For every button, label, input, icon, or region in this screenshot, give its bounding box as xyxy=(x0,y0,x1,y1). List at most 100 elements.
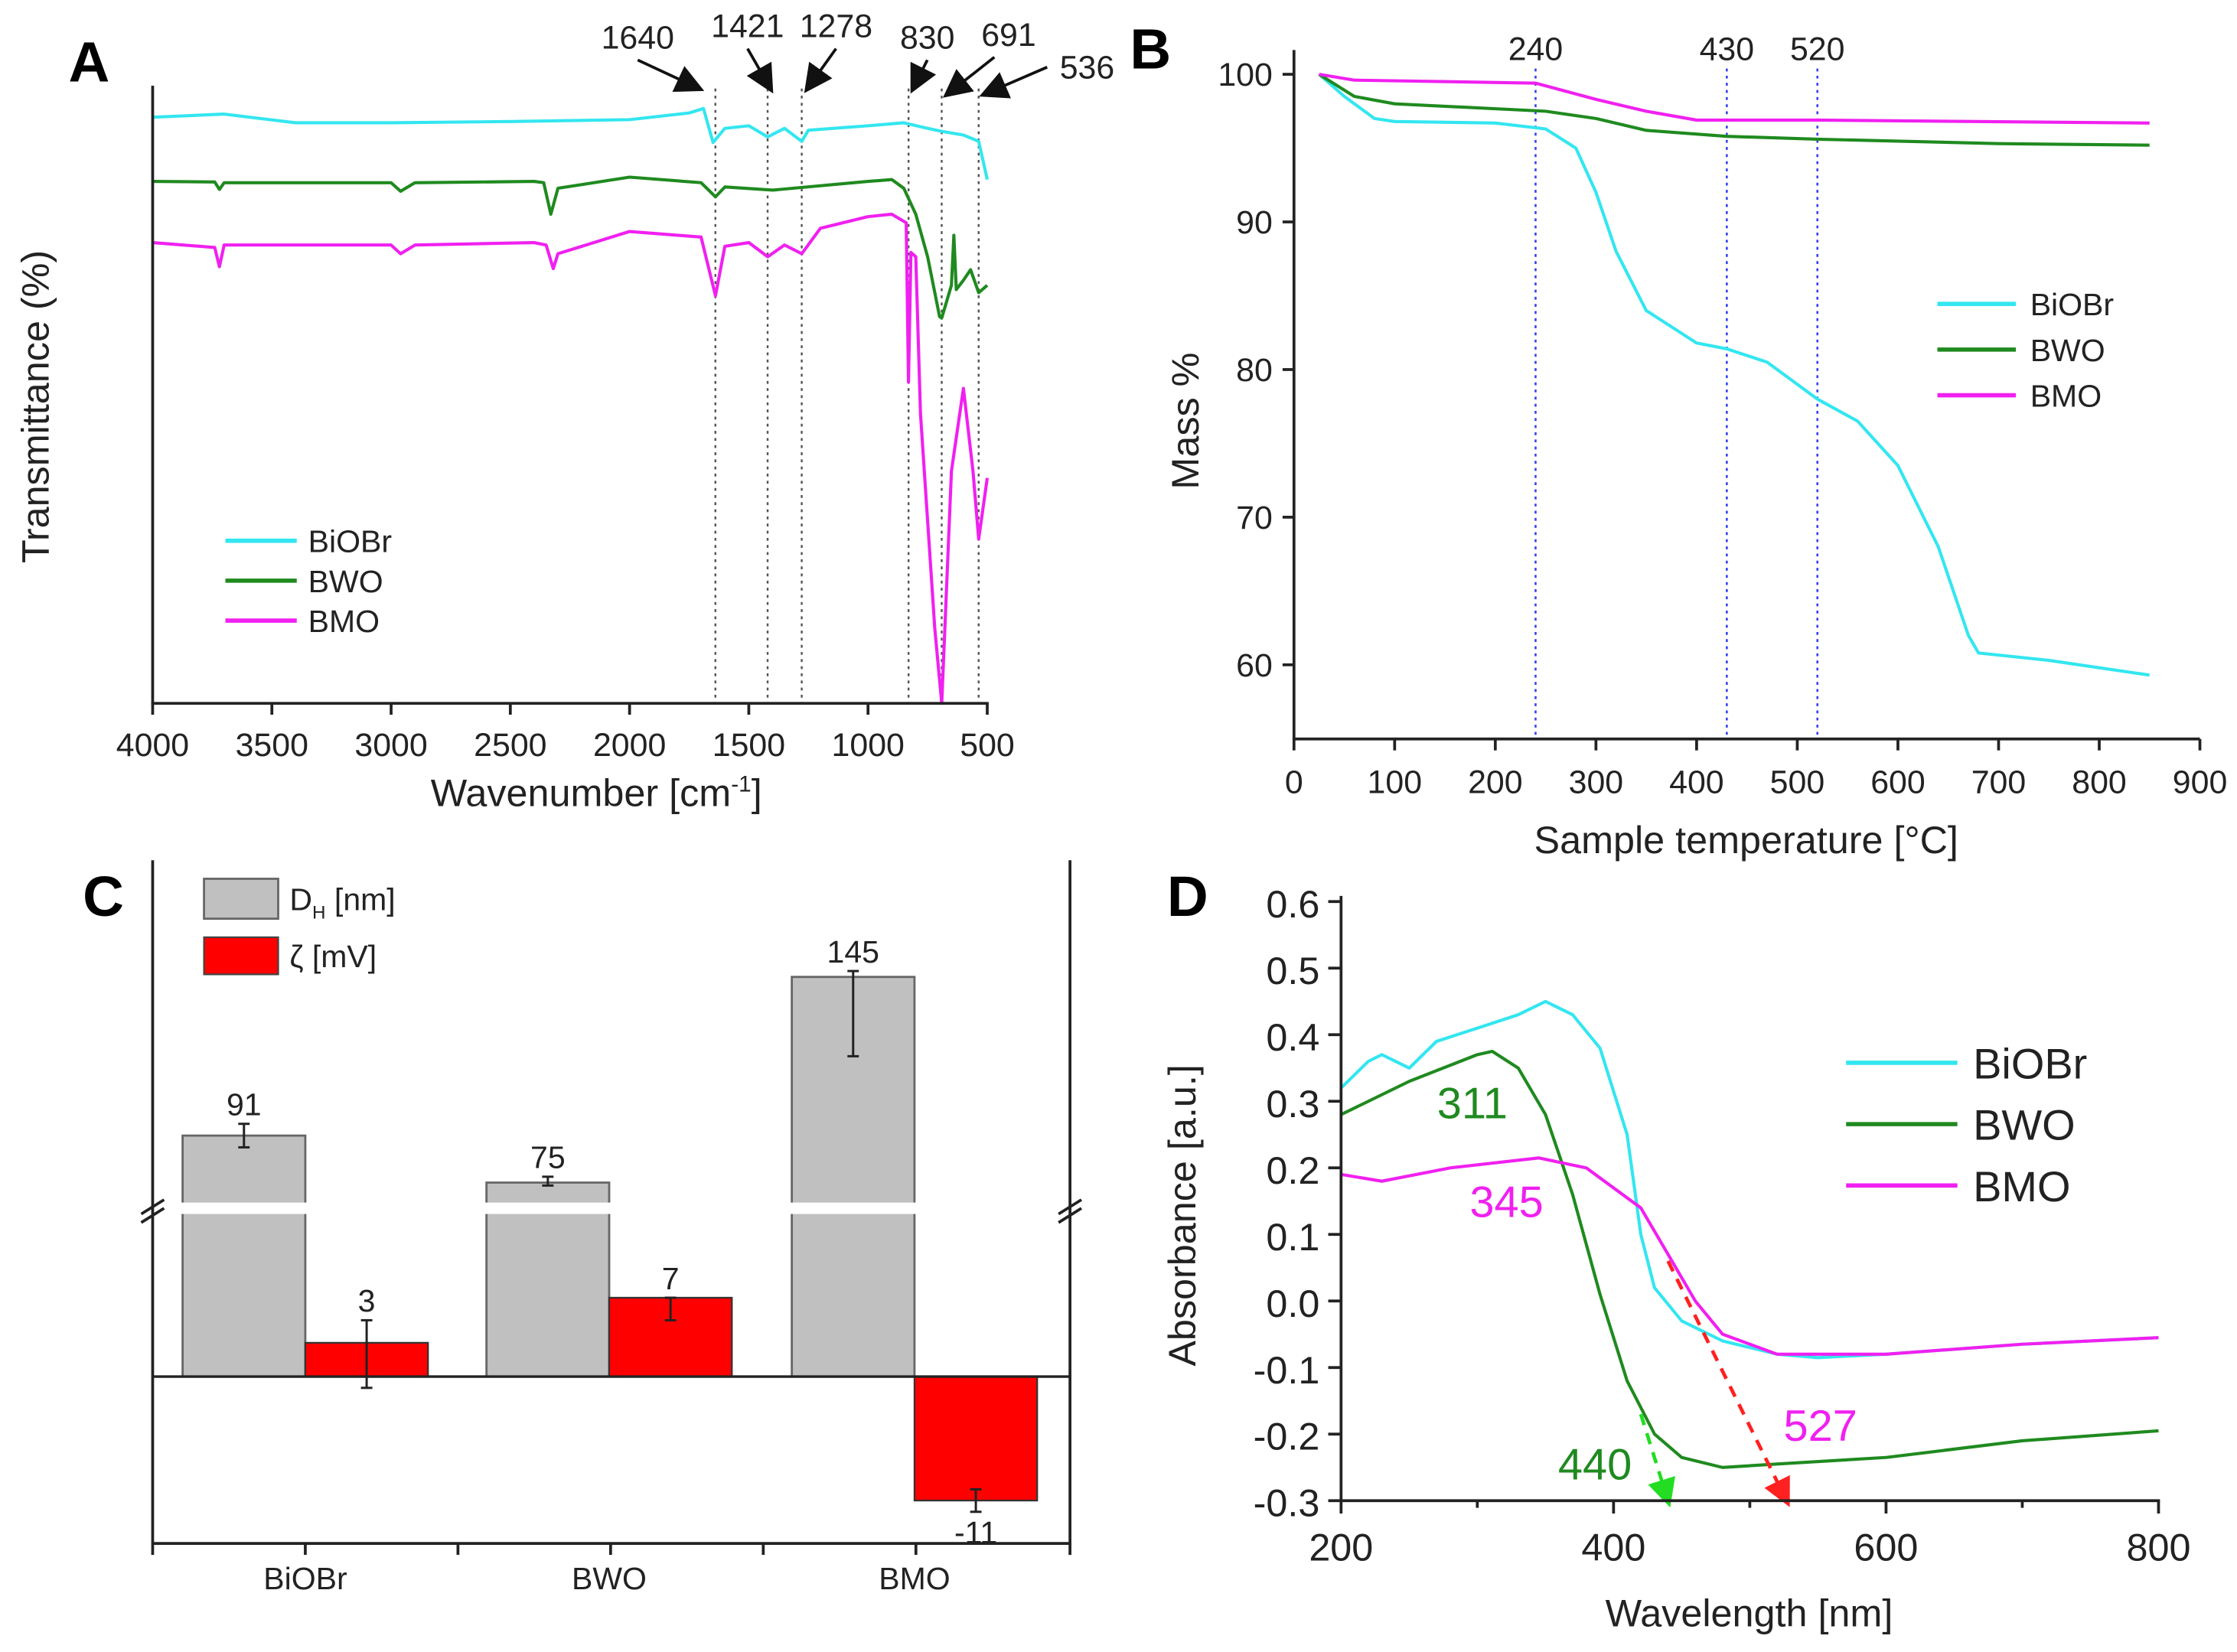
peak-arrow xyxy=(804,47,837,93)
x-tick-label: 600 xyxy=(1854,1526,1918,1569)
x-tick-label: BiOBr xyxy=(263,1561,347,1596)
value-label: 91 xyxy=(227,1087,262,1123)
peak-label: 536 xyxy=(1060,50,1115,86)
bar-zeta-bmo xyxy=(913,1375,1039,1502)
x-tick-label: 800 xyxy=(2126,1526,2190,1569)
panel-a-ftir: A 4000 3500 3000 2500 2000 1500 1000 500 Wavenumb… xyxy=(13,8,1114,815)
x-axis-label: Wavenumber [cm-1] xyxy=(431,771,762,814)
peak-arrow xyxy=(637,58,705,93)
x-tick-label: 3000 xyxy=(354,727,427,764)
axis-break-gap xyxy=(179,1202,308,1214)
annotation-label: 527 xyxy=(1783,1402,1857,1451)
tangent-line xyxy=(1639,1413,1675,1508)
peak-arrow xyxy=(942,56,996,98)
peak-label: 1640 xyxy=(602,20,674,57)
panel-label: C xyxy=(83,865,124,928)
y-axis-label: Mass % xyxy=(1163,353,1207,490)
legend-label: BiOBr xyxy=(308,524,392,559)
y-tick-label: 0.1 xyxy=(1266,1215,1319,1259)
x-tick-label: 100 xyxy=(1368,764,1423,801)
x-tick-label: BMO xyxy=(879,1561,950,1596)
y-tick-label: 90 xyxy=(1236,204,1273,241)
peak-label: 1421 xyxy=(711,8,784,45)
legend-label: BMO xyxy=(2030,378,2102,413)
y-tick-label: 0.0 xyxy=(1266,1282,1319,1325)
series-biobr xyxy=(1339,999,2159,1360)
y-tick-label: 70 xyxy=(1236,500,1273,536)
x-label-text: Wavenumber [cm xyxy=(431,771,731,814)
y-axis-label: Transmittance (%) xyxy=(13,250,57,563)
y-tick-label: 0.6 xyxy=(1266,882,1319,926)
bar-dh-bwo xyxy=(485,1181,611,1378)
series-bwo xyxy=(152,175,989,320)
value-label: 145 xyxy=(827,934,879,969)
x-tick-label: 0 xyxy=(1285,764,1303,801)
x-axis-label: Sample temperature [°C] xyxy=(1534,818,1958,862)
y-tick-label: -0.3 xyxy=(1254,1481,1320,1525)
legend-label: BWO xyxy=(1973,1101,2076,1149)
x-tick-label: 2000 xyxy=(593,727,666,764)
tangent-line xyxy=(1666,1260,1790,1507)
x-tick-label: 400 xyxy=(1581,1526,1645,1569)
value-label: 75 xyxy=(530,1140,566,1175)
y-tick-label: 60 xyxy=(1236,647,1273,684)
x-tick-label: 200 xyxy=(1468,764,1523,801)
x-tick-label: 200 xyxy=(1309,1526,1373,1569)
legend-label: BiOBr xyxy=(2030,287,2114,322)
bar-dh-biobr xyxy=(181,1134,307,1378)
marker-label: 520 xyxy=(1790,31,1845,67)
legend-label: BiOBr xyxy=(1973,1039,2087,1087)
series-bmo xyxy=(1319,73,2150,125)
peak-arrow xyxy=(979,66,1048,99)
y-axis-label: Absorbance [a.u.] xyxy=(1160,1064,1204,1367)
x-tick-label: 300 xyxy=(1569,764,1624,801)
x-tick-label: 800 xyxy=(2072,764,2127,801)
y-tick-label: -0.2 xyxy=(1254,1415,1320,1458)
annotation-label: 440 xyxy=(1558,1440,1632,1489)
marker-label: 430 xyxy=(1700,31,1755,67)
y-tick-label: -0.1 xyxy=(1254,1348,1320,1392)
legend-text-name_end: [nm] xyxy=(326,881,396,917)
axis-break-mark xyxy=(140,1198,165,1224)
legend-label: BWO xyxy=(2030,333,2105,368)
x-tick-label: 900 xyxy=(2173,764,2228,801)
series-biobr xyxy=(1318,73,2151,677)
x-tick-label: 3500 xyxy=(236,727,308,764)
x-tick-label: 500 xyxy=(960,727,1015,764)
x-axis-label: Wavelength [nm] xyxy=(1606,1591,1893,1634)
x-tick-label: 600 xyxy=(1870,764,1926,801)
annotation-label: 311 xyxy=(1437,1080,1508,1129)
legend-label: DH [nm] xyxy=(289,881,395,923)
y-tick-label: 0.3 xyxy=(1266,1082,1319,1126)
legend-text-name: D xyxy=(289,881,312,917)
legend-label: BWO xyxy=(308,564,383,599)
peak-label: 691 xyxy=(981,17,1036,54)
legend-label: ζ [mV] xyxy=(289,939,377,974)
legend-label: BMO xyxy=(308,604,380,639)
series-bwo xyxy=(1340,1049,2159,1469)
y-tick-label: 0.4 xyxy=(1266,1015,1319,1059)
x-tick-label: 700 xyxy=(1971,764,2027,801)
y-tick-label: 80 xyxy=(1236,352,1273,389)
peak-label: 830 xyxy=(900,20,955,57)
panel-label: A xyxy=(68,30,109,93)
x-tick-label: 4000 xyxy=(116,727,189,764)
x-label-sup: -1 xyxy=(731,772,752,797)
legend-label: BMO xyxy=(1973,1162,2070,1210)
series-bmo xyxy=(1340,1156,2159,1356)
peak-label: 1278 xyxy=(800,8,872,45)
series-bwo xyxy=(1318,73,2150,147)
legend-swatch xyxy=(203,878,279,920)
value-label: 3 xyxy=(358,1283,376,1318)
peak-arrow xyxy=(746,47,774,94)
x-tick-label: 1000 xyxy=(832,727,905,764)
axis-break-gap xyxy=(788,1202,918,1214)
y-tick-label: 0.2 xyxy=(1266,1149,1319,1192)
y-tick-label: 100 xyxy=(1218,57,1273,93)
x-tick-label: 400 xyxy=(1669,764,1724,801)
x-label-end: ] xyxy=(752,771,762,814)
legend-swatch xyxy=(203,936,279,976)
peak-arrow xyxy=(910,59,937,94)
